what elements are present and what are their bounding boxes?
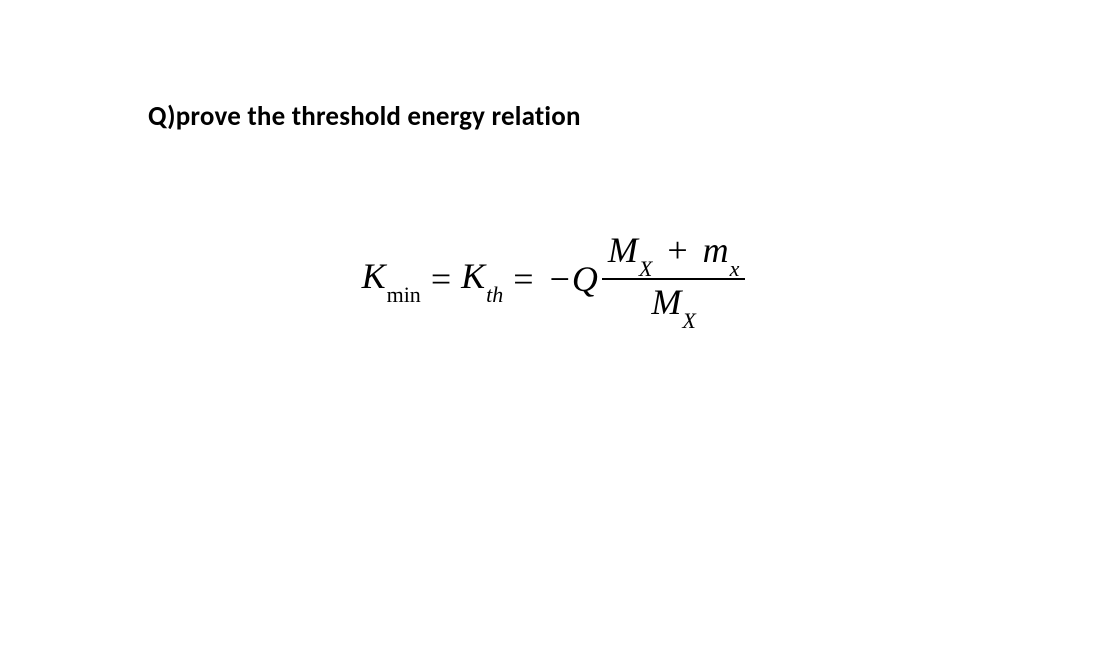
subscript-x-lower: x (729, 256, 740, 281)
equals-2: = (503, 261, 543, 297)
equation-container: Kmin = Kth = − Q MX + mx MX (0, 230, 1107, 328)
symbol-K: K (362, 256, 386, 296)
symbol-M-big: M (608, 230, 638, 270)
subscript-X-upper: X (681, 308, 695, 333)
symbol-K-th: Kth (461, 258, 503, 300)
fraction-bar (602, 278, 746, 280)
symbol-K-min: Kmin (362, 258, 421, 300)
symbol-m-small: m (703, 230, 729, 270)
fraction-denominator: MX (645, 282, 701, 328)
question-heading: Q)prove the threshold energy relation (148, 100, 581, 133)
symbol-Q: Q (572, 261, 598, 297)
equals-1: = (421, 261, 461, 297)
fraction-numerator: MX + mx (602, 230, 746, 276)
page: { "heading": { "text": "Q)prove the thre… (0, 0, 1107, 652)
symbol-M-big: M (651, 282, 681, 322)
subscript-X-upper: X (638, 256, 652, 281)
negative-sign: − (544, 261, 572, 297)
subscript-min: min (386, 282, 421, 307)
mass-fraction: MX + mx MX (602, 230, 746, 328)
plus-sign: + (661, 230, 693, 270)
subscript-th: th (485, 282, 503, 307)
threshold-energy-equation: Kmin = Kth = − Q MX + mx MX (362, 230, 746, 328)
symbol-K: K (461, 256, 485, 296)
